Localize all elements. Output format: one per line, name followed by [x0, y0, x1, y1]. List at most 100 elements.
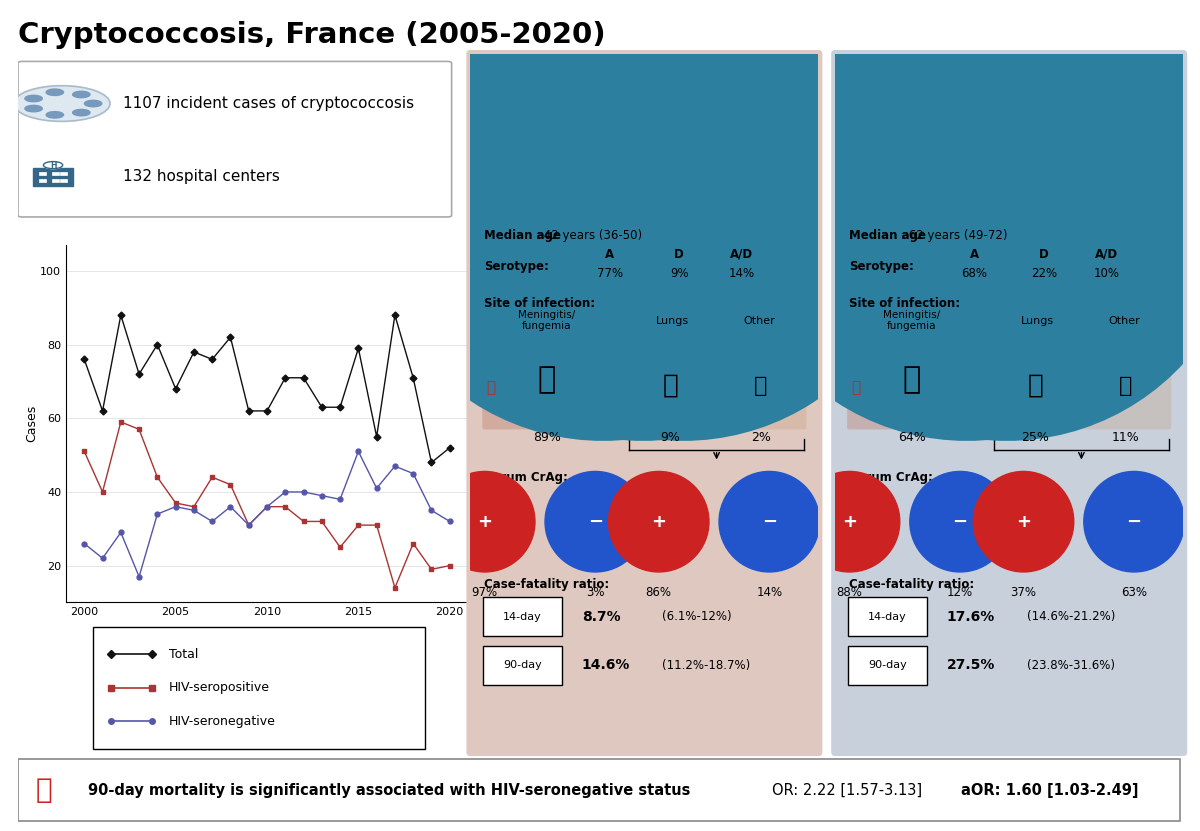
FancyBboxPatch shape: [52, 179, 59, 182]
Text: N = 638: N = 638: [972, 109, 1046, 126]
Text: 9%: 9%: [670, 268, 689, 280]
FancyBboxPatch shape: [482, 332, 616, 430]
Text: Other: Other: [743, 316, 775, 326]
FancyBboxPatch shape: [1080, 345, 1171, 430]
Text: Serum CrAg:: Serum CrAg:: [485, 471, 568, 484]
Text: D: D: [674, 248, 684, 261]
Text: N = 469: N = 469: [607, 109, 682, 126]
Text: 🧪: 🧪: [852, 380, 860, 396]
Text: 89%: 89%: [533, 431, 560, 445]
Circle shape: [676, 172, 690, 186]
Text: 10%: 10%: [1093, 268, 1120, 280]
Circle shape: [46, 89, 64, 96]
Text: HIV-seropositive: HIV-seropositive: [169, 681, 270, 694]
Ellipse shape: [545, 471, 646, 572]
FancyBboxPatch shape: [832, 50, 1187, 756]
Ellipse shape: [1084, 471, 1184, 572]
Ellipse shape: [799, 471, 900, 572]
FancyBboxPatch shape: [552, 91, 737, 143]
Text: 🫁: 🫁: [662, 372, 678, 399]
Text: +: +: [842, 513, 857, 531]
FancyBboxPatch shape: [18, 61, 451, 217]
Text: 🫁: 🫁: [1027, 372, 1043, 399]
Circle shape: [43, 161, 62, 169]
Text: A/D: A/D: [731, 248, 754, 261]
FancyBboxPatch shape: [917, 91, 1102, 143]
Text: 37%: 37%: [1010, 586, 1037, 598]
Text: D: D: [1039, 248, 1049, 261]
Text: Lungs: Lungs: [655, 316, 689, 326]
Ellipse shape: [719, 471, 820, 572]
Text: Median age: 62 years (49-72): Median age: 62 years (49-72): [850, 229, 1025, 242]
Text: A: A: [970, 248, 979, 261]
Circle shape: [25, 96, 42, 101]
Text: Median age: Median age: [850, 229, 926, 242]
FancyBboxPatch shape: [60, 179, 67, 182]
Text: : 42 years (36-50): : 42 years (36-50): [536, 229, 642, 242]
FancyBboxPatch shape: [38, 172, 46, 175]
Text: HIV-seronegative: HIV-seronegative: [922, 78, 1097, 96]
Circle shape: [13, 86, 110, 121]
Text: Case-fatality ratio:: Case-fatality ratio:: [850, 578, 974, 591]
Text: A/D: A/D: [1096, 248, 1118, 261]
Text: 🦴: 🦴: [1120, 376, 1133, 396]
Text: 63%: 63%: [1121, 586, 1147, 598]
Text: Case-fatality ratio:: Case-fatality ratio:: [485, 578, 610, 591]
Text: A: A: [605, 248, 614, 261]
Text: 90-day: 90-day: [868, 661, 907, 671]
FancyBboxPatch shape: [484, 597, 562, 636]
Text: HIV-seronegative: HIV-seronegative: [169, 715, 276, 728]
Text: −: −: [762, 513, 776, 531]
Text: 64%: 64%: [898, 431, 925, 445]
Text: 2%: 2%: [751, 431, 770, 445]
Text: 97%: 97%: [472, 586, 498, 598]
FancyBboxPatch shape: [847, 332, 980, 430]
Text: +: +: [652, 513, 666, 531]
Text: 12%: 12%: [947, 586, 973, 598]
Text: 🎗: 🎗: [35, 776, 52, 804]
FancyBboxPatch shape: [715, 345, 806, 430]
Ellipse shape: [434, 471, 535, 572]
Text: H: H: [49, 160, 56, 170]
FancyBboxPatch shape: [484, 647, 562, 685]
Text: Cryptococcosis, France (2005-2020): Cryptococcosis, France (2005-2020): [18, 21, 606, 49]
Polygon shape: [1036, 194, 1060, 205]
Text: OR: 2.22 [1.57-3.13]: OR: 2.22 [1.57-3.13]: [773, 783, 923, 798]
Text: 22%: 22%: [1031, 268, 1057, 280]
Circle shape: [73, 91, 90, 98]
FancyBboxPatch shape: [467, 50, 822, 756]
FancyBboxPatch shape: [52, 172, 59, 175]
FancyBboxPatch shape: [18, 760, 1180, 821]
Text: Total: Total: [169, 647, 198, 661]
Text: 25%: 25%: [1021, 431, 1049, 445]
FancyBboxPatch shape: [626, 345, 714, 430]
Circle shape: [1040, 172, 1055, 186]
Text: (11.2%-18.7%): (11.2%-18.7%): [662, 659, 750, 672]
Text: Sex ratio:: Sex ratio:: [850, 177, 913, 189]
Text: Lungs: Lungs: [1020, 316, 1054, 326]
Text: 68%: 68%: [961, 268, 988, 280]
Circle shape: [25, 106, 42, 112]
Text: 3%: 3%: [586, 586, 605, 598]
Text: HIV-seropositive: HIV-seropositive: [562, 78, 727, 96]
Text: 11%: 11%: [1112, 431, 1140, 445]
Text: +: +: [1016, 513, 1031, 531]
Text: aOR: 1.60 [1.03-2.49]: aOR: 1.60 [1.03-2.49]: [961, 783, 1139, 798]
Text: −: −: [1127, 513, 1141, 531]
FancyBboxPatch shape: [38, 179, 46, 182]
Text: Median age: Median age: [485, 229, 562, 242]
Text: 14%: 14%: [728, 268, 755, 280]
Text: Median age: 42 years (36-50): Median age: 42 years (36-50): [485, 229, 659, 242]
Circle shape: [960, 172, 974, 186]
Text: 90-day: 90-day: [503, 661, 542, 671]
Text: Site of infection:: Site of infection:: [850, 297, 960, 310]
Text: 86%: 86%: [646, 586, 672, 598]
FancyBboxPatch shape: [34, 169, 73, 186]
Text: Serum CrAg:: Serum CrAg:: [850, 471, 932, 484]
Text: 88%: 88%: [836, 586, 863, 598]
FancyBboxPatch shape: [848, 647, 926, 685]
Text: +: +: [478, 513, 492, 531]
FancyBboxPatch shape: [991, 345, 1079, 430]
Circle shape: [46, 111, 64, 118]
Text: −: −: [953, 513, 967, 531]
